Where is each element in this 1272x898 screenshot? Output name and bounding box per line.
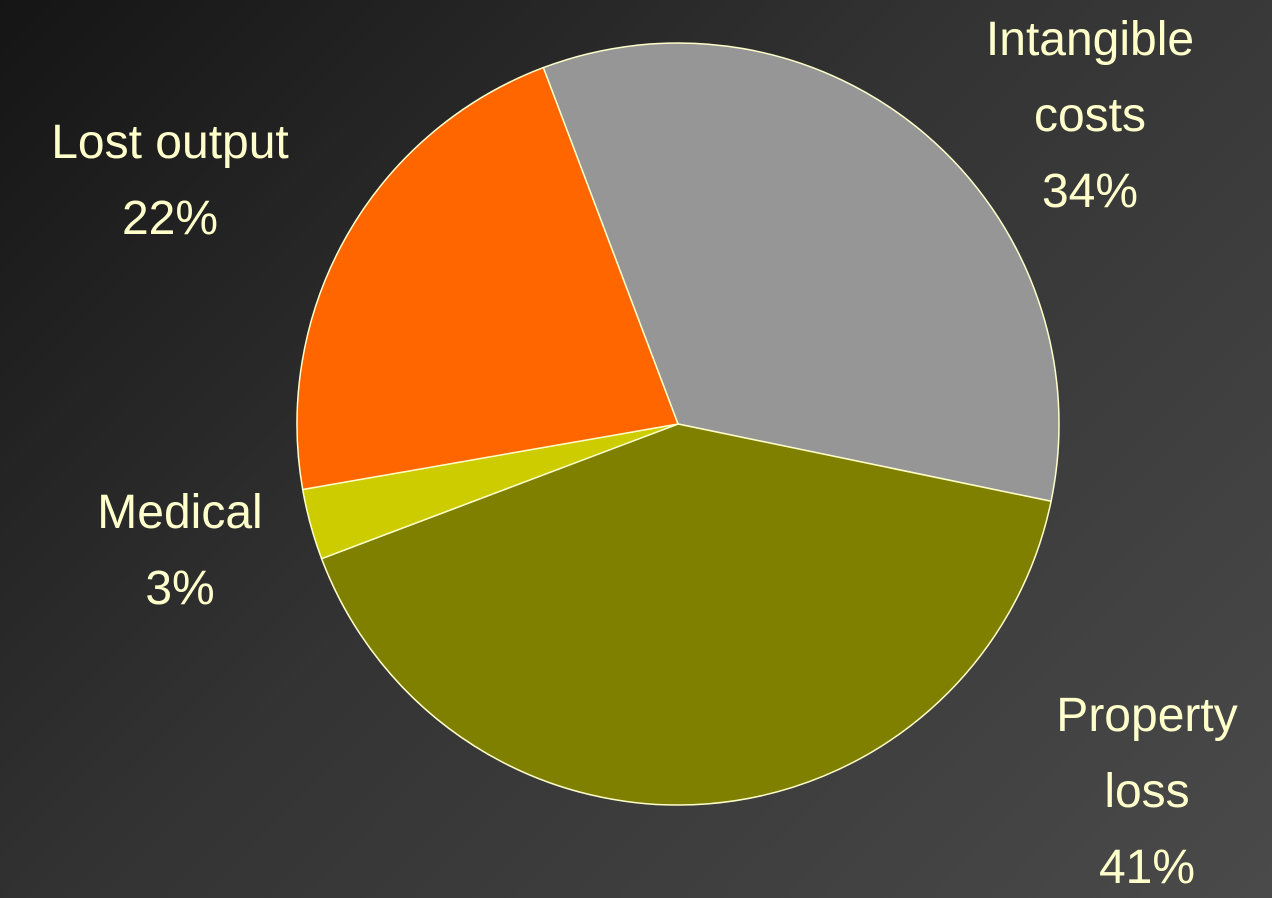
value-label: 34% — [1041, 165, 1139, 218]
slice-label: Intangible costs 34% — [955, 2, 1225, 230]
category-label: Property loss — [1056, 689, 1238, 818]
category-label: Intangible costs — [985, 13, 1195, 142]
category-label: Lost output — [51, 116, 289, 169]
slice-label: Medical 3% — [40, 475, 320, 627]
pie-slice — [542, 42, 1060, 503]
slice-label: Lost output 22% — [0, 105, 340, 257]
slice-label: Property loss 41% — [1027, 678, 1267, 898]
value-label: 3% — [145, 562, 215, 615]
category-label: Medical — [97, 486, 263, 539]
pie-slice — [296, 66, 679, 491]
value-label: 41% — [1098, 841, 1196, 894]
pie-slice — [320, 423, 1052, 806]
value-label: 22% — [121, 192, 219, 245]
